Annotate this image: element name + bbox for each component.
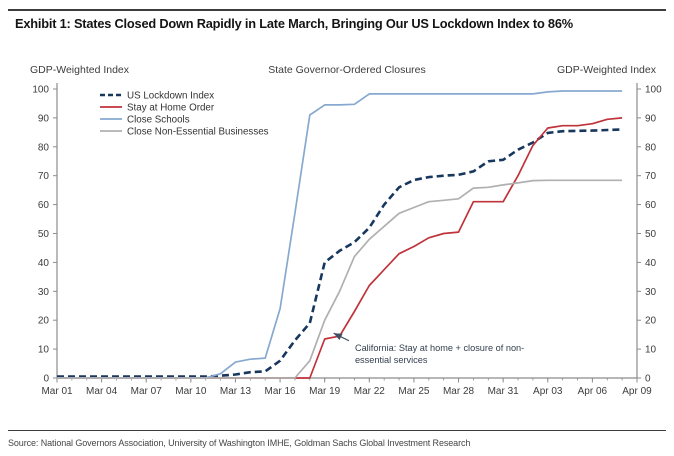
- y-tick-label-left: 40: [38, 258, 50, 269]
- left-axis-title: GDP-Weighted Index: [30, 64, 130, 76]
- top-rule: [8, 9, 666, 11]
- y-tick-label-left: 0: [43, 374, 49, 385]
- chart-title: State Governor-Ordered Closures: [268, 64, 426, 76]
- x-tick-label: Mar 16: [265, 386, 297, 397]
- x-tick-label: Mar 07: [131, 386, 163, 397]
- annotation-arrow: [333, 332, 350, 342]
- x-tick-label: Mar 01: [41, 386, 73, 397]
- bottom-rule: [8, 430, 666, 431]
- legend-label: Close Non-Essential Businesses: [127, 127, 269, 138]
- series-line-us-lockdown-index: [57, 128, 623, 378]
- x-tick-label: Mar 28: [443, 386, 475, 397]
- right-axis-title: GDP-Weighted Index: [557, 64, 657, 76]
- annotation-text: essential services: [355, 355, 428, 365]
- x-tick-label: Mar 22: [354, 386, 386, 397]
- x-tick-label: Apr 09: [622, 386, 652, 397]
- y-tick-label-right: 0: [645, 374, 651, 385]
- legend-label: Close Schools: [127, 115, 190, 126]
- y-tick-label-right: 20: [645, 316, 657, 327]
- exhibit-title: Exhibit 1: States Closed Down Rapidly in…: [15, 16, 573, 31]
- source-line: Source: National Governors Association, …: [8, 438, 471, 448]
- y-tick-label-right: 60: [645, 200, 657, 211]
- y-tick-label-left: 60: [38, 200, 50, 211]
- y-tick-label-left: 10: [38, 345, 50, 356]
- y-tick-label-right: 70: [645, 171, 657, 182]
- y-tick-label-left: 70: [38, 171, 50, 182]
- y-tick-label-right: 30: [645, 287, 657, 298]
- y-tick-label-left: 100: [32, 85, 49, 96]
- x-tick-label: Mar 04: [86, 386, 118, 397]
- y-tick-label-right: 90: [645, 113, 657, 124]
- y-tick-label-left: 80: [38, 142, 50, 153]
- y-tick-label-right: 50: [645, 229, 657, 240]
- y-tick-label-left: 50: [38, 229, 50, 240]
- annotation-text: California: Stay at home + closure of no…: [355, 343, 524, 353]
- series-line-close-non-essential-businesses: [57, 179, 623, 379]
- y-tick-label-left: 20: [38, 316, 50, 327]
- x-tick-label: Apr 06: [578, 386, 608, 397]
- x-tick-label: Mar 25: [398, 386, 430, 397]
- y-tick-label-left: 30: [38, 287, 50, 298]
- y-tick-label-right: 40: [645, 258, 657, 269]
- legend-label: Stay at Home Order: [127, 103, 215, 114]
- legend-label: US Lockdown Index: [127, 91, 214, 102]
- series-line-stay-at-home-order: [57, 117, 623, 379]
- x-tick-label: Apr 03: [533, 386, 563, 397]
- y-tick-label-right: 100: [645, 85, 662, 96]
- y-tick-label-right: 80: [645, 142, 657, 153]
- y-tick-label-right: 10: [645, 345, 657, 356]
- x-tick-label: Mar 19: [309, 386, 341, 397]
- x-tick-label: Mar 13: [220, 386, 252, 397]
- x-tick-label: Mar 31: [488, 386, 520, 397]
- y-tick-label-left: 90: [38, 113, 50, 124]
- x-tick-label: Mar 10: [175, 386, 207, 397]
